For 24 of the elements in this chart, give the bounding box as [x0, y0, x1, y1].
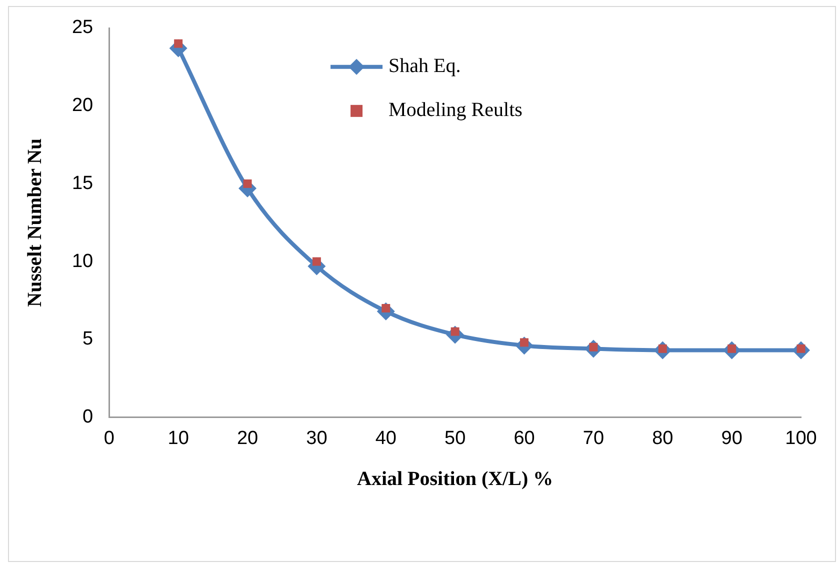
- x-axis-title: Axial Position (X/L) %: [357, 468, 554, 490]
- y-tick-label: 25: [72, 17, 94, 38]
- x-tick-label: 0: [104, 428, 114, 449]
- y-tick-label: 10: [72, 250, 94, 272]
- y-tick-label: 15: [72, 172, 94, 194]
- y-tick-label: 20: [72, 95, 94, 116]
- x-tick-label: 30: [306, 428, 328, 449]
- legend-label: Shah Eq.: [388, 55, 461, 78]
- x-tick-label: 50: [444, 428, 466, 449]
- x-tick-label: 80: [652, 428, 674, 449]
- x-tick-label: 90: [721, 428, 742, 449]
- y-axis-title: Nusselt Number Nu: [24, 138, 46, 307]
- x-tick-label: 100: [785, 428, 817, 449]
- x-tick-label: 40: [375, 428, 396, 449]
- x-tick-label: 70: [582, 428, 604, 449]
- point: [243, 179, 252, 188]
- x-tick-label: 10: [168, 428, 189, 449]
- y-tick-label: 5: [82, 328, 94, 350]
- point: [312, 257, 321, 266]
- legend-label: Modeling Reults: [388, 99, 523, 122]
- y-tick-label: 0: [82, 406, 94, 428]
- point: [174, 39, 183, 48]
- x-tick-label: 60: [514, 428, 535, 449]
- x-tick-label: 20: [236, 428, 258, 449]
